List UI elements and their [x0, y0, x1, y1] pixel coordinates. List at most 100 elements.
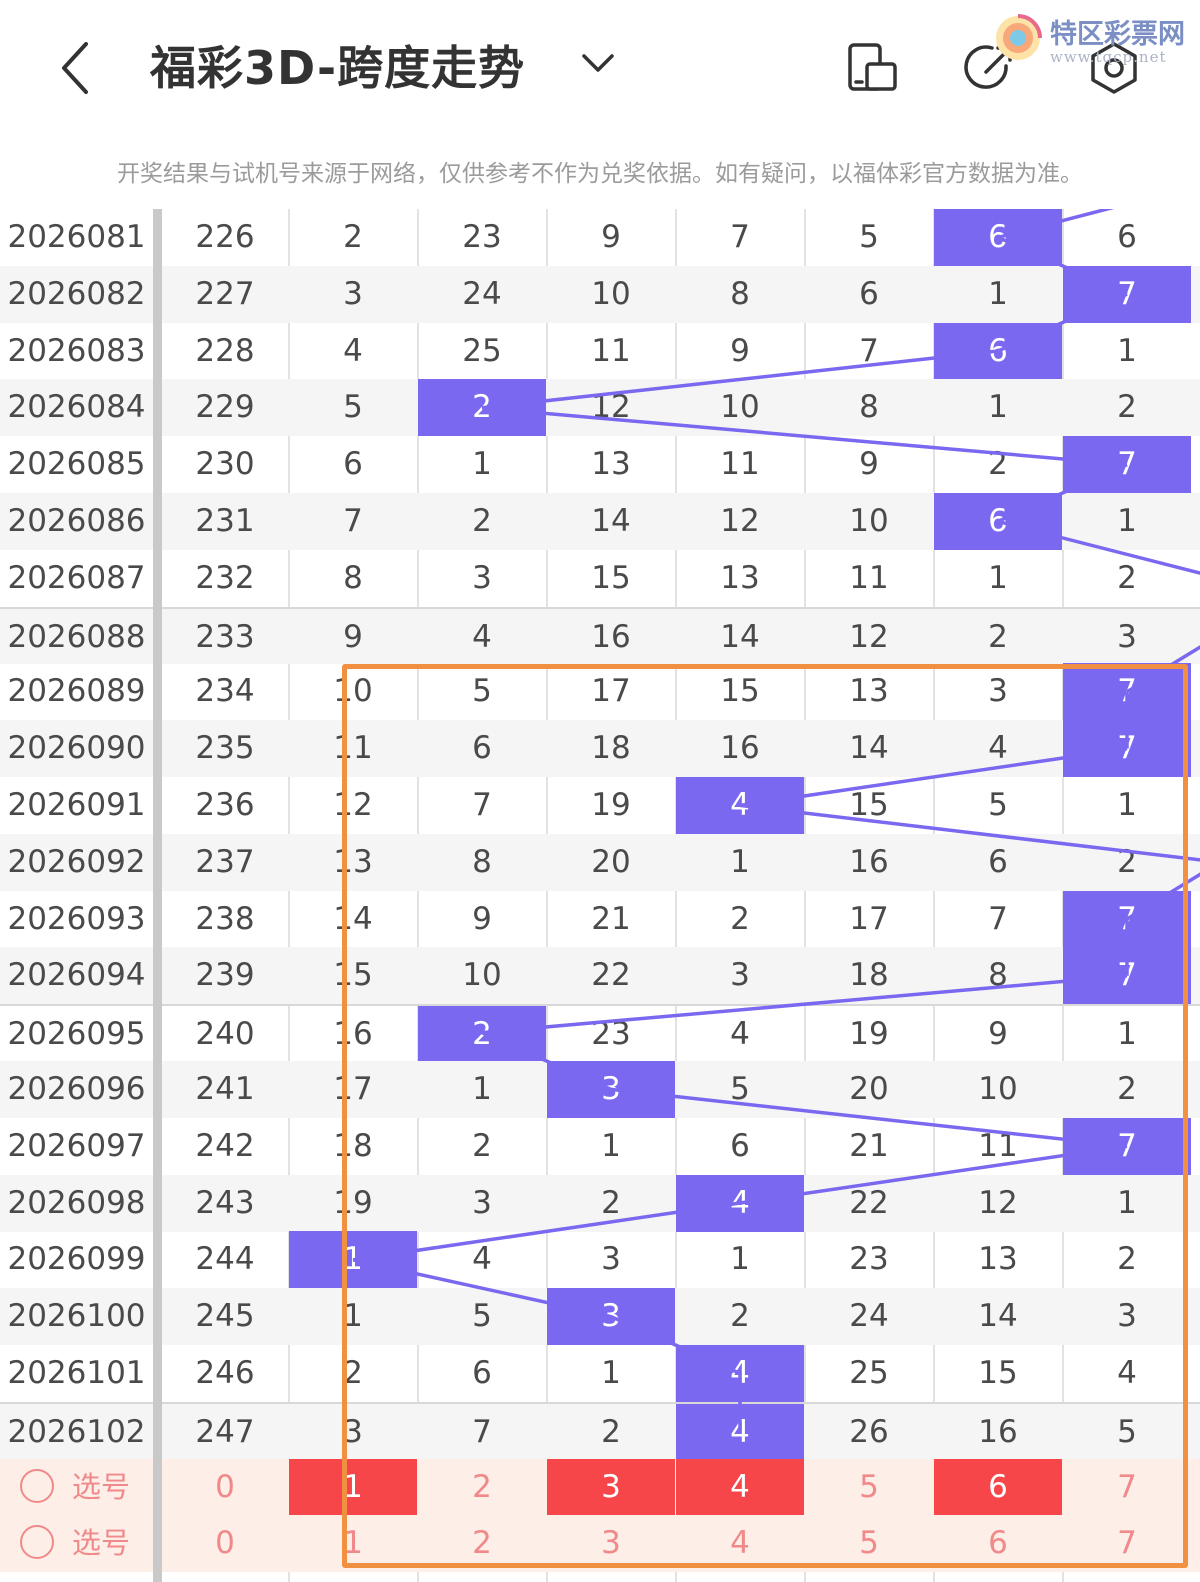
span-miss-cell: 3 — [343, 275, 363, 312]
span-miss-cell: 9 — [601, 219, 621, 255]
span-hit-cell: 6 — [934, 209, 1062, 266]
span-hit-cell: 7 — [1063, 265, 1191, 323]
span-miss-cell: 9 — [343, 618, 363, 655]
sum-value: 247 — [195, 1413, 255, 1450]
sum-value: 241 — [195, 1071, 255, 1107]
page-title: 福彩3D-跨度走势 — [150, 41, 526, 95]
issue-number: 2026098 — [7, 1184, 146, 1221]
span-miss-cell: 16 — [333, 1016, 373, 1053]
sum-value: 226 — [195, 219, 255, 255]
span-miss-cell: 24 — [849, 1298, 889, 1335]
span-miss-cell: 8 — [859, 389, 879, 426]
span-miss-cell: 15 — [333, 957, 373, 994]
number-option[interactable]: 3 — [601, 1525, 621, 1562]
number-selected[interactable]: 3 — [547, 1458, 675, 1516]
span-miss-cell: 14 — [591, 503, 631, 539]
table-row: 2026088 233 9 4 16 14 12 2 3 — [0, 606, 1200, 664]
issue-number: 2026096 — [7, 1071, 146, 1107]
span-hit-cell: 7 — [1063, 436, 1191, 494]
span-miss-cell: 1 — [988, 559, 1008, 596]
span-miss-cell: 2 — [1117, 559, 1137, 596]
number-option[interactable]: 2 — [472, 1525, 492, 1562]
number-option[interactable]: 4 — [730, 1525, 750, 1562]
span-miss-cell: 23 — [849, 1241, 889, 1278]
span-miss-cell: 8 — [730, 275, 750, 312]
number-option[interactable]: 6 — [988, 1525, 1008, 1562]
span-miss-cell: 1 — [988, 389, 1008, 426]
span-miss-cell: 13 — [978, 1241, 1018, 1278]
span-miss-cell: 13 — [591, 446, 631, 483]
issue-number: 2026095 — [7, 1016, 146, 1053]
sum-value: 244 — [195, 1241, 255, 1278]
span-miss-cell: 12 — [333, 787, 373, 823]
span-miss-cell: 14 — [720, 618, 760, 655]
select-radio[interactable] — [20, 1525, 54, 1560]
table-row: 2026082 227 3 24 10 8 6 1 7 — [0, 265, 1200, 323]
column-divider — [417, 209, 419, 1582]
number-option[interactable]: 1 — [343, 1525, 363, 1562]
issue-number: 2026090 — [7, 730, 146, 767]
span-miss-cell: 9 — [472, 900, 492, 937]
column-divider — [288, 209, 290, 1582]
span-miss-cell: 17 — [591, 673, 631, 710]
span-miss-cell: 1 — [1117, 332, 1137, 369]
span-miss-cell: 16 — [978, 1413, 1018, 1450]
column-divider — [933, 209, 935, 1582]
trend-table: 2026081 226 2 23 9 7 5 6 6 2026082 227 3 24 10 8 6 1 7 202… — [0, 209, 1200, 1582]
settings-button[interactable] — [1086, 40, 1142, 96]
back-button[interactable] — [52, 38, 100, 98]
span-miss-cell: 9 — [859, 446, 879, 483]
selector-sum: 0 — [215, 1468, 235, 1505]
span-miss-cell: 1 — [988, 275, 1008, 312]
number-selected[interactable]: 1 — [289, 1458, 417, 1516]
span-miss-cell: 15 — [978, 1355, 1018, 1391]
select-label[interactable]: 选号 — [72, 1526, 131, 1561]
device-toggle-icon — [848, 43, 897, 91]
sum-value: 231 — [195, 503, 255, 539]
number-option[interactable]: 5 — [859, 1525, 879, 1562]
column-divider — [675, 209, 677, 1582]
issue-number: 2026100 — [7, 1298, 146, 1335]
table-row: 2026085 230 6 1 13 11 9 2 7 — [0, 436, 1200, 494]
issue-number: 2026083 — [7, 332, 146, 369]
issue-column-divider — [153, 209, 162, 1582]
span-miss-cell: 11 — [720, 446, 760, 483]
span-miss-cell: 15 — [720, 673, 760, 710]
sum-value: 228 — [195, 332, 255, 369]
span-miss-cell: 6 — [472, 1355, 492, 1391]
issue-number: 2026081 — [7, 219, 146, 255]
span-miss-cell: 7 — [859, 332, 879, 369]
issue-number: 2026089 — [7, 673, 146, 710]
number-selected[interactable]: 4 — [676, 1458, 804, 1516]
span-miss-cell: 8 — [343, 559, 363, 596]
issue-number: 2026086 — [7, 503, 146, 539]
number-selected[interactable]: 6 — [934, 1458, 1062, 1516]
sum-value: 242 — [195, 1127, 255, 1164]
span-miss-cell: 6 — [472, 730, 492, 767]
device-toggle-button[interactable] — [845, 40, 901, 96]
issue-number: 2026087 — [7, 559, 146, 596]
number-option[interactable]: 7 — [1117, 1468, 1137, 1505]
app-header: 福彩3D-跨度走势 特区彩票网 www.tqcp — [0, 0, 1200, 135]
sum-value: 230 — [195, 446, 255, 483]
table-row: 2026084 229 5 2 12 10 8 1 2 — [0, 379, 1200, 437]
span-miss-cell: 6 — [859, 275, 879, 312]
span-miss-cell: 4 — [1117, 1355, 1137, 1391]
span-miss-cell: 7 — [988, 900, 1008, 937]
number-option[interactable]: 5 — [859, 1468, 879, 1505]
span-miss-cell: 6 — [1117, 219, 1137, 255]
number-option[interactable]: 7 — [1117, 1525, 1137, 1562]
span-miss-cell: 2 — [1117, 1241, 1137, 1278]
select-radio[interactable] — [20, 1468, 54, 1503]
sum-value: 236 — [195, 787, 255, 823]
span-miss-cell: 12 — [591, 389, 631, 426]
select-label[interactable]: 选号 — [72, 1469, 131, 1504]
span-miss-cell: 23 — [462, 219, 502, 255]
number-option[interactable]: 2 — [472, 1468, 492, 1505]
span-miss-cell: 3 — [343, 1413, 363, 1450]
span-miss-cell: 16 — [591, 618, 631, 655]
title-dropdown-button[interactable] — [578, 48, 618, 78]
issue-number: 2026101 — [7, 1355, 146, 1391]
span-hit-cell: 6 — [934, 322, 1062, 380]
issue-number: 2026097 — [7, 1127, 146, 1164]
